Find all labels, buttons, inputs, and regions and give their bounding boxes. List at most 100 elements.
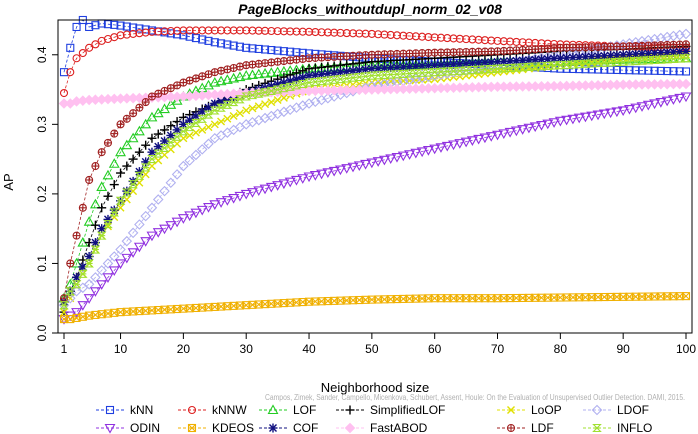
legend-label: LDOF (617, 403, 649, 417)
data-point (317, 28, 326, 37)
data-point (254, 59, 263, 68)
data-point (286, 27, 295, 36)
data-point (674, 54, 685, 63)
data-point (580, 59, 591, 68)
data-point (165, 221, 177, 231)
data-point (228, 194, 240, 204)
data-point (152, 228, 164, 238)
data-point (223, 40, 232, 49)
data-point (235, 26, 244, 35)
data-point (680, 92, 692, 103)
data-point (96, 231, 107, 240)
legend-item-ldof: LDOF (583, 403, 649, 417)
data-point (574, 60, 585, 69)
data-point (78, 48, 87, 58)
data-point (133, 125, 145, 136)
data-point (83, 294, 95, 304)
data-point (493, 36, 502, 45)
x-tick-label: 30 (240, 342, 254, 356)
data-point (185, 131, 194, 140)
data-point (179, 31, 188, 40)
data-point (58, 299, 70, 311)
data-point (59, 301, 69, 310)
data-point (78, 203, 87, 212)
data-point (473, 134, 485, 145)
series-odin (58, 92, 692, 325)
data-point (91, 40, 100, 49)
data-point (279, 93, 288, 102)
legend-item-odin: ODIN (96, 421, 160, 434)
data-point (121, 139, 133, 150)
legend-marker (187, 423, 197, 433)
data-point (140, 163, 151, 172)
data-point (292, 27, 301, 36)
data-point (353, 161, 365, 171)
data-point (468, 35, 477, 44)
data-point (561, 60, 572, 69)
data-point (630, 56, 641, 66)
data-point (309, 171, 321, 181)
data-point (405, 31, 414, 41)
data-point (122, 188, 132, 197)
data-point (116, 168, 126, 178)
data-point (242, 43, 251, 52)
data-point (680, 78, 692, 90)
data-point (567, 114, 579, 125)
data-point (291, 81, 302, 90)
data-point (655, 98, 667, 108)
data-point (147, 133, 157, 143)
data-point (198, 125, 207, 134)
legend-marker (345, 405, 355, 415)
data-point (147, 155, 157, 164)
data-point (336, 28, 345, 37)
data-point (135, 29, 144, 38)
data-point (223, 114, 232, 123)
data-point (473, 65, 484, 74)
data-point (568, 64, 577, 74)
data-point (367, 71, 377, 80)
data-point (586, 111, 598, 122)
data-point (329, 75, 339, 84)
data-point (624, 57, 635, 66)
data-point (198, 26, 207, 35)
data-point (637, 66, 647, 75)
data-point (549, 61, 559, 70)
data-point (135, 103, 144, 112)
legend-marker (105, 405, 115, 415)
data-point (273, 27, 282, 36)
legend-item-knn: kNN (96, 403, 153, 417)
data-point (593, 59, 603, 68)
plot-frame (57, 19, 693, 334)
x-tick-label: 70 (491, 342, 505, 356)
data-point (286, 47, 295, 56)
data-point (267, 26, 276, 36)
data-point (385, 70, 396, 79)
data-point (166, 26, 175, 36)
data-point (259, 67, 271, 78)
data-point (110, 129, 119, 138)
legend-marker (591, 404, 603, 416)
data-point (133, 242, 145, 253)
data-point (146, 231, 158, 242)
data-point (625, 66, 634, 75)
data-point (460, 137, 472, 148)
legend-label: COF (293, 421, 318, 434)
data-point (630, 103, 642, 114)
data-point (247, 188, 258, 198)
data-point (418, 32, 427, 41)
data-point (598, 109, 610, 120)
data-point (242, 26, 251, 35)
watermark: Campos, Zimek, Sander, Campello, Micenko… (265, 393, 685, 402)
data-point (96, 265, 107, 276)
data-point (637, 56, 647, 65)
data-point (392, 70, 402, 79)
data-point (122, 30, 131, 39)
data-point (636, 102, 648, 112)
data-point (216, 103, 226, 112)
data-point (116, 120, 125, 129)
data-point (115, 244, 126, 255)
data-point (605, 58, 616, 67)
data-point (443, 34, 452, 43)
data-point (103, 138, 113, 147)
data-point (116, 31, 125, 40)
